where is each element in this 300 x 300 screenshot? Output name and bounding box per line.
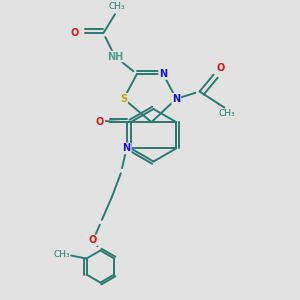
Text: CH₃: CH₃: [219, 109, 236, 118]
Text: CH₃: CH₃: [108, 2, 125, 11]
Text: N: N: [123, 143, 131, 153]
Text: O: O: [70, 28, 79, 38]
Text: CH₃: CH₃: [53, 250, 70, 259]
Text: N: N: [172, 94, 180, 104]
Text: O: O: [89, 235, 97, 245]
Text: N: N: [159, 69, 167, 79]
Text: S: S: [120, 94, 127, 104]
Text: O: O: [217, 63, 225, 73]
Text: NH: NH: [107, 52, 123, 61]
Text: O: O: [96, 117, 104, 127]
